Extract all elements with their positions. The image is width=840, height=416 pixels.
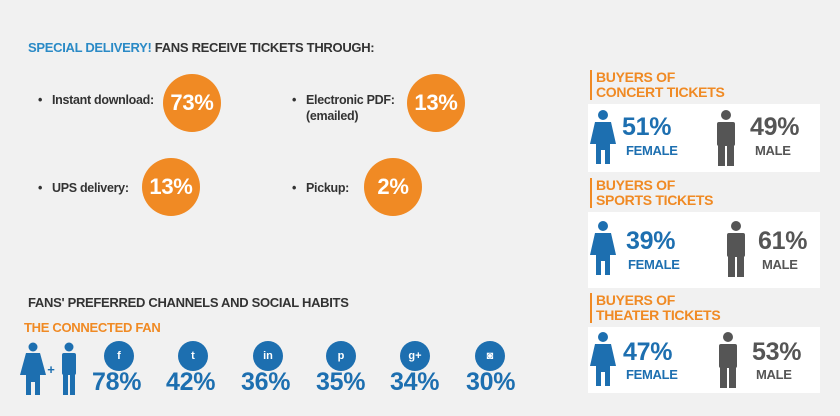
theater-male-label: MALE [756, 367, 792, 382]
theater-male-pct: 53% [752, 338, 802, 366]
male-icon [724, 220, 748, 285]
pinterest-value: 35% [316, 368, 366, 396]
buyers-theater-card [588, 327, 820, 393]
instagram-glyph: ◙ [486, 350, 494, 362]
buyers-concert-line1: BUYERS OF [596, 69, 675, 85]
concert-female-pct: 51% [622, 113, 672, 141]
instagram-icon: ◙ [475, 341, 505, 371]
delivery-label-ups: UPS delivery: [38, 180, 129, 196]
instagram-value: 30% [466, 368, 516, 396]
delivery-value-pdf: 13% [407, 74, 465, 132]
linkedin-glyph: in [263, 350, 273, 362]
channels-subtitle: THE CONNECTED FAN [24, 320, 161, 335]
sports-male-pct: 61% [758, 227, 808, 255]
concert-male-pct: 49% [750, 113, 800, 141]
delivery-label-pdf-line1: Electronic PDF: [306, 93, 395, 107]
buyers-theater-line1: BUYERS OF [596, 292, 675, 308]
buyers-concert-card [588, 104, 820, 172]
googleplus-glyph: g+ [408, 350, 422, 362]
facebook-value: 78% [92, 368, 142, 396]
buyers-sports-title: BUYERS OF SPORTS TICKETS [590, 178, 713, 208]
delivery-value-pickup: 2% [364, 158, 422, 216]
buyers-theater-title: BUYERS OF THEATER TICKETS [590, 292, 721, 323]
delivery-label-pickup: Pickup: [292, 180, 349, 196]
delivery-label-instant: Instant download: [38, 92, 154, 108]
sports-female-label: FEMALE [628, 257, 680, 272]
delivery-label-pdf: Electronic PDF: (emailed) [292, 92, 395, 124]
delivery-label-pdf-line2: (emailed) [306, 109, 359, 123]
concert-female-label: FEMALE [626, 143, 678, 158]
googleplus-value: 34% [390, 368, 440, 396]
linkedin-value: 36% [241, 368, 291, 396]
delivery-header: SPECIAL DELIVERY! FANS RECEIVE TICKETS T… [28, 40, 375, 55]
concert-male-label: MALE [755, 143, 791, 158]
sports-male-label: MALE [762, 257, 798, 272]
buyers-sports-card [588, 212, 820, 288]
female-male-icon: + [20, 342, 82, 403]
pinterest-glyph: p [337, 350, 345, 362]
channels-title: FANS' PREFERRED CHANNELS AND SOCIAL HABI… [28, 295, 349, 310]
buyers-sports-line2: SPORTS TICKETS [596, 192, 714, 208]
twitter-icon: t [178, 341, 208, 371]
delivery-value-instant: 73% [163, 74, 221, 132]
buyers-theater-line2: THEATER TICKETS [596, 307, 721, 323]
buyers-concert-line2: CONCERT TICKETS [596, 84, 725, 100]
pinterest-icon: p [326, 341, 356, 371]
twitter-value: 42% [166, 368, 216, 396]
facebook-glyph: f [117, 350, 121, 362]
male-icon [714, 110, 738, 173]
sports-female-pct: 39% [626, 227, 676, 255]
delivery-value-ups: 13% [142, 158, 200, 216]
female-icon [590, 220, 616, 283]
twitter-glyph: t [191, 350, 195, 362]
theater-female-pct: 47% [623, 338, 673, 366]
facebook-icon: f [104, 341, 134, 371]
header-highlight: SPECIAL DELIVERY! [28, 40, 152, 55]
svg-text:+: + [47, 362, 55, 377]
header-text: FANS RECEIVE TICKETS THROUGH: [154, 40, 375, 55]
buyers-concert-title: BUYERS OF CONCERT TICKETS [590, 70, 725, 100]
theater-female-label: FEMALE [626, 367, 678, 382]
googleplus-icon: g+ [400, 341, 430, 371]
male-icon [716, 332, 740, 395]
buyers-sports-line1: BUYERS OF [596, 177, 675, 193]
linkedin-icon: in [253, 341, 283, 371]
female-icon [590, 332, 616, 393]
female-icon [590, 110, 616, 171]
